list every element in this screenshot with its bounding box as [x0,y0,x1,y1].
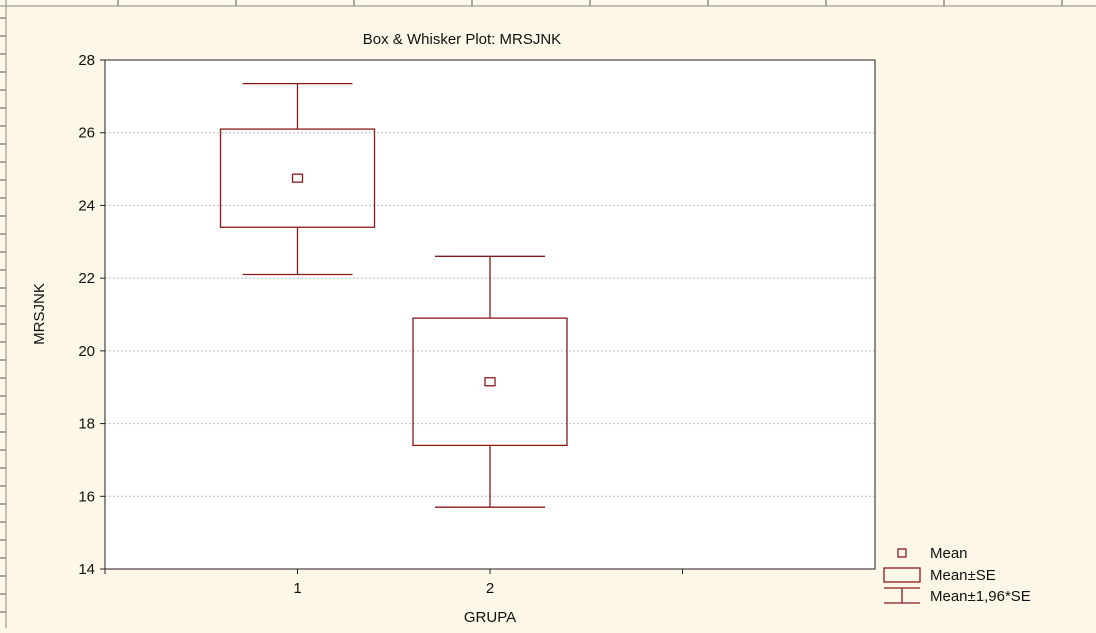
y-tick-label: 16 [78,488,95,505]
y-tick-label: 18 [78,416,95,433]
mean-marker [484,377,496,387]
chart-title: Box & Whisker Plot: MRSJNK [363,31,561,48]
y-axis: 14 16 18 20 22 24 26 28 [78,52,105,578]
legend-mean-marker [897,548,907,558]
box-group [412,255,568,508]
legend-label-mean: Mean [930,545,968,562]
y-tick-label: 22 [78,270,95,287]
se-box [412,317,568,447]
x-tick-label: 2 [486,580,494,597]
grid-lines [105,132,875,497]
se-box [219,128,376,228]
x-tick-label: 1 [293,580,301,597]
y-tick-label: 14 [78,561,95,578]
y-tick-label: 26 [78,125,95,142]
y-tick-label: 28 [78,52,95,69]
legend: Mean Mean±SE Mean±1,96*SE [883,545,1031,605]
y-axis-label: MRSJNK [31,283,48,345]
legend-se-marker [883,567,921,583]
legend-ci-marker [884,587,920,604]
x-axis-label: GRUPA [464,609,516,626]
mean-marker [291,173,304,183]
legend-label-ci: Mean±1,96*SE [930,588,1031,605]
box-group [219,82,376,276]
y-tick-label: 20 [78,343,95,360]
box-marks [219,82,568,508]
legend-label-se: Mean±SE [930,567,996,584]
y-tick-label: 24 [78,197,95,214]
